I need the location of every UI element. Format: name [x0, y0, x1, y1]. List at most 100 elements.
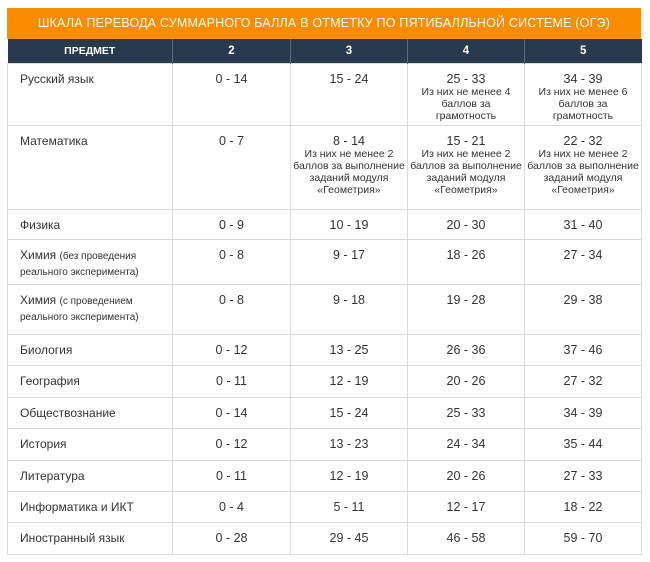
score-range: 25 - 33	[446, 406, 486, 420]
score-range-cell-3: 8 - 14 Из них не менее 2 баллов за выполн…	[290, 125, 408, 210]
score-note: Из них не менее 4 баллов за грамотность	[421, 86, 511, 122]
subject-cell: Математика	[7, 125, 173, 210]
score-range-cell-4: 20 - 26	[407, 365, 525, 398]
score-range: 12 - 19	[329, 374, 369, 388]
score-range-cell-3: 15 - 24	[290, 397, 408, 429]
score-range-cell-3: 13 - 23	[290, 428, 408, 461]
score-range: 19 - 28	[446, 293, 486, 307]
subject-cell: Физика	[7, 209, 173, 240]
score-range: 34 - 39	[563, 406, 603, 420]
grade-scale-table-container: ШКАЛА ПЕРЕВОДА СУММАРНОГО БАЛЛА В ОТМЕТК…	[7, 8, 642, 555]
score-note: Из них не менее 2 баллов за выполнение з…	[410, 148, 522, 196]
subject-name: Литература	[20, 469, 85, 483]
score-range: 0 - 11	[215, 374, 248, 388]
score-range-cell-4: 25 - 33 Из них не менее 4 баллов за грамо…	[407, 63, 525, 126]
score-range: 0 - 28	[215, 531, 248, 545]
score-range: 15 - 24	[329, 72, 369, 86]
score-range: 8 - 14	[333, 134, 365, 148]
score-range-cell-4: 25 - 33	[407, 397, 525, 429]
score-range: 15 - 21	[446, 134, 486, 148]
header-grade-5: 5	[524, 39, 642, 64]
score-range-cell-5: 35 - 44	[524, 428, 642, 461]
subject-name: Физика	[20, 218, 61, 232]
score-range-cell-2: 0 - 9	[172, 209, 291, 240]
table-title: ШКАЛА ПЕРЕВОДА СУММАРНОГО БАЛЛА В ОТМЕТК…	[7, 8, 641, 39]
score-range-cell-3: 9 - 17	[290, 239, 408, 285]
score-range-cell-2: 0 - 4	[172, 491, 291, 523]
score-range: 0 - 14	[215, 72, 248, 86]
score-range: 0 - 8	[218, 293, 244, 307]
score-range-cell-3: 9 - 18	[290, 284, 408, 335]
score-range-cell-5: 27 - 32	[524, 365, 642, 398]
score-range-cell-2: 0 - 8	[172, 239, 291, 285]
score-range-cell-2: 0 - 14	[172, 397, 291, 429]
score-range: 27 - 32	[563, 374, 603, 388]
score-range-cell-5: 27 - 34	[524, 239, 642, 285]
subject-name: Химия	[20, 293, 57, 307]
score-range: 27 - 34	[563, 248, 603, 262]
score-range-cell-4: 18 - 26	[407, 239, 525, 285]
table-row: История 0 - 12 13 - 23 24 - 34 35 - 44	[7, 428, 642, 461]
header-subject: ПРЕДМЕТ	[7, 39, 173, 64]
score-range-cell-5: 37 - 46	[524, 334, 642, 366]
score-range-cell-2: 0 - 8	[172, 284, 291, 335]
header-row: ПРЕДМЕТ 2 3 4 5	[7, 39, 642, 64]
score-range-cell-5: 34 - 39 Из них не менее 6 баллов за грамо…	[524, 63, 642, 126]
score-note: Из них не менее 2 баллов за выполнение з…	[293, 148, 405, 196]
score-note: Из них не менее 6 баллов за грамотность	[538, 86, 628, 122]
score-range-cell-5: 34 - 39	[524, 397, 642, 429]
score-range-cell-2: 0 - 14	[172, 63, 291, 126]
score-note: Из них не менее 2 баллов за выполнение з…	[527, 148, 639, 196]
subject-name: География	[20, 374, 80, 388]
score-range: 12 - 19	[329, 469, 369, 483]
score-range: 46 - 58	[446, 531, 486, 545]
subject-name: Иностранный язык	[20, 531, 125, 545]
score-range: 20 - 26	[446, 469, 486, 483]
score-range: 15 - 24	[329, 406, 369, 420]
subject-cell: Химия (без проведения реального эксперим…	[7, 239, 173, 285]
score-range-cell-4: 15 - 21 Из них не менее 2 баллов за выпол…	[407, 125, 525, 210]
score-range: 5 - 11	[333, 500, 365, 514]
score-range: 34 - 39	[563, 72, 603, 86]
subject-cell: Информатика и ИКТ	[7, 491, 173, 523]
subject-cell: Обществознание	[7, 397, 173, 429]
score-range-cell-5: 18 - 22	[524, 491, 642, 523]
subject-name: Информатика и ИКТ	[20, 500, 134, 514]
score-range-cell-5: 29 - 38	[524, 284, 642, 335]
score-range-cell-3: 13 - 25	[290, 334, 408, 366]
header-grade-4: 4	[407, 39, 525, 64]
score-range: 0 - 14	[215, 406, 248, 420]
subject-name: Биология	[20, 343, 73, 357]
grade-scale-table: ПРЕДМЕТ 2 3 4 5 Русский язык 0 - 14 15 - 2…	[7, 39, 642, 555]
score-range-cell-4: 20 - 30	[407, 209, 525, 240]
score-range-cell-5: 27 - 33	[524, 460, 642, 492]
score-range: 29 - 45	[329, 531, 369, 545]
score-range: 18 - 22	[563, 500, 603, 514]
score-range-cell-2: 0 - 12	[172, 334, 291, 366]
score-range: 0 - 8	[218, 248, 244, 262]
score-range-cell-3: 5 - 11	[290, 491, 408, 523]
table-row: Обществознание 0 - 14 15 - 24 25 - 33 34 - 3…	[7, 397, 642, 429]
score-range: 35 - 44	[563, 437, 603, 451]
table-row: Химия (без проведения реального эксперим…	[7, 239, 642, 285]
subject-cell: Литература	[7, 460, 173, 492]
score-range: 20 - 26	[446, 374, 486, 388]
score-range: 9 - 18	[333, 293, 365, 307]
table-row: География 0 - 11 12 - 19 20 - 26 27 - 32	[7, 365, 642, 398]
table-row: Химия (с проведением реального экспериме…	[7, 284, 642, 335]
score-range-cell-5: 22 - 32 Из них не менее 2 баллов за выпол…	[524, 125, 642, 210]
score-range-cell-5: 59 - 70	[524, 522, 642, 555]
score-range: 0 - 12	[215, 437, 248, 451]
score-range: 24 - 34	[446, 437, 486, 451]
subject-cell: Иностранный язык	[7, 522, 173, 555]
score-range: 9 - 17	[333, 248, 365, 262]
score-range: 59 - 70	[563, 531, 603, 545]
subject-name: История	[20, 437, 67, 451]
subject-cell: Химия (с проведением реального экспериме…	[7, 284, 173, 335]
score-range-cell-3: 29 - 45	[290, 522, 408, 555]
score-range: 18 - 26	[446, 248, 486, 262]
subject-name: Математика	[20, 134, 88, 148]
score-range: 13 - 25	[329, 343, 369, 357]
header-grade-2: 2	[172, 39, 291, 64]
